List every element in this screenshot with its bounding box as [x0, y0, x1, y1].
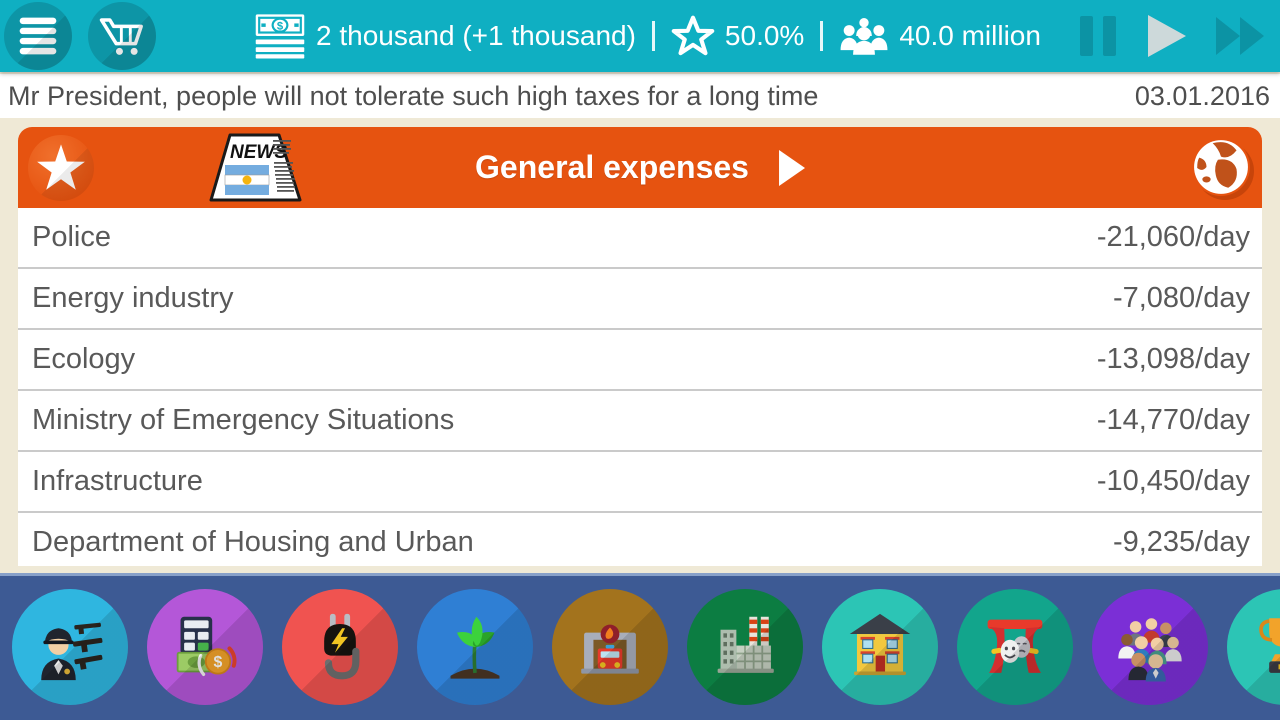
top-bar: $ 2 thousand (+1 thousand) 50.0% — [0, 0, 1280, 72]
expense-value: -21,060/day — [1096, 221, 1250, 253]
factory-icon — [717, 616, 774, 673]
house-icon — [849, 613, 911, 676]
police-officer-icon — [41, 622, 103, 681]
divider — [651, 21, 655, 51]
shopping-cart-icon — [99, 18, 143, 55]
status-indicators: $ 2 thousand (+1 thousand) 50.0% — [254, 0, 1041, 72]
newspaper-icon: NEWS — [209, 133, 302, 202]
expense-value: -7,080/day — [1112, 282, 1250, 314]
panel-title-group: General expenses — [475, 127, 805, 208]
plant-sprout-icon — [450, 616, 500, 679]
panel-title: General expenses — [475, 149, 749, 185]
approval-star-icon — [671, 15, 715, 56]
favorites-button[interactable] — [28, 135, 94, 201]
dock-item-culture[interactable] — [957, 589, 1073, 705]
svg-text:NEWS: NEWS — [230, 142, 287, 163]
treasury-indicator: $ 2 thousand (+1 thousand) — [254, 13, 636, 59]
treasury-value: 2 thousand (+1 thousand) — [316, 20, 636, 51]
ticker-message: Mr President, people will not tolerate s… — [8, 81, 819, 111]
expense-label: Police — [32, 221, 111, 253]
dock-item-housing[interactable] — [822, 589, 938, 705]
shop-button[interactable] — [88, 2, 156, 70]
expense-row-infrastructure[interactable]: Infrastructure -10,450/day — [18, 452, 1262, 513]
dock-item-finance[interactable]: $ — [147, 589, 263, 705]
menu-button[interactable] — [4, 2, 72, 70]
approval-value: 50.0% — [724, 20, 805, 51]
money-icon: $ — [255, 14, 305, 59]
news-button[interactable]: NEWS — [203, 132, 308, 204]
people-crowd-icon — [1118, 618, 1182, 682]
expense-value: -10,450/day — [1096, 465, 1250, 497]
dock-item-energy[interactable] — [282, 589, 398, 705]
expense-value: -14,770/day — [1096, 404, 1250, 436]
dock-item-police[interactable] — [12, 589, 128, 705]
expense-value: -13,098/day — [1096, 343, 1250, 375]
dock-item-industry[interactable] — [687, 589, 803, 705]
expense-label: Energy industry — [32, 282, 234, 314]
expense-value: -9,235/day — [1112, 526, 1250, 558]
expense-label: Ministry of Emergency Situations — [32, 404, 455, 436]
divider — [820, 21, 824, 51]
world-map-button[interactable] — [1192, 138, 1250, 196]
dock-item-emergency[interactable] — [552, 589, 668, 705]
trophy-icon — [1259, 618, 1280, 673]
globe-icon — [1194, 140, 1248, 194]
population-people-icon — [840, 18, 888, 55]
population-value: 40.0 million — [899, 20, 1041, 51]
population-indicator: 40.0 million — [839, 16, 1041, 56]
dock-item-achievements[interactable] — [1227, 589, 1280, 705]
expense-label: Infrastructure — [32, 465, 203, 497]
play-button[interactable] — [1144, 13, 1188, 59]
expense-row-housing[interactable]: Department of Housing and Urban -9,235/d… — [18, 513, 1262, 566]
expense-label: Department of Housing and Urban — [32, 526, 474, 558]
theater-masks-icon — [987, 619, 1043, 673]
expense-label: Ecology — [32, 343, 136, 375]
expense-list: Police -21,060/day Energy industry -7,08… — [18, 208, 1262, 566]
dock-item-society[interactable] — [1092, 589, 1208, 705]
panel-header: NEWS General expenses — [18, 127, 1262, 208]
pause-button[interactable] — [1078, 15, 1118, 57]
fast-forward-button[interactable] — [1214, 15, 1266, 57]
power-plug-icon — [324, 613, 360, 680]
dock-item-ecology[interactable] — [417, 589, 533, 705]
calculator-money-icon: $ — [176, 616, 237, 676]
approval-indicator: 50.0% — [671, 14, 804, 58]
expense-row-energy[interactable]: Energy industry -7,080/day — [18, 269, 1262, 330]
next-category-arrow[interactable] — [778, 149, 805, 186]
news-ticker: Mr President, people will not tolerate s… — [0, 74, 1280, 118]
svg-text:$: $ — [214, 654, 223, 671]
speed-controls — [1078, 0, 1266, 72]
ministry-dock: $ — [0, 573, 1280, 720]
expense-row-ecology[interactable]: Ecology -13,098/day — [18, 330, 1262, 391]
hamburger-menu-icon — [19, 17, 57, 55]
expense-row-police[interactable]: Police -21,060/day — [18, 208, 1262, 269]
expense-row-emergency[interactable]: Ministry of Emergency Situations -14,770… — [18, 391, 1262, 452]
svg-text:$: $ — [277, 21, 284, 33]
game-date: 03.01.2016 — [1134, 81, 1270, 111]
star-icon — [37, 144, 85, 190]
fire-station-icon — [581, 624, 639, 674]
expenses-panel: NEWS General expenses — [18, 127, 1262, 566]
